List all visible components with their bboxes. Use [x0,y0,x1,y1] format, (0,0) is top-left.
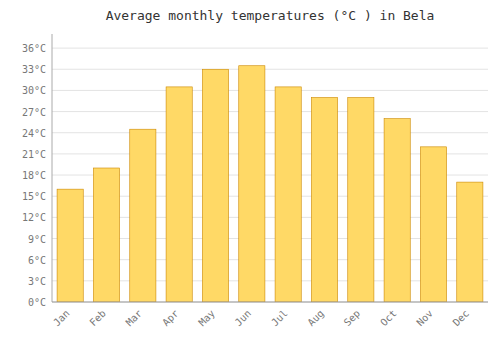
title: Average monthly temperatures (°C ) in Be… [106,8,435,23]
grid-line [52,132,488,133]
y-tick-label: 3°C [28,276,46,287]
bar [384,119,410,302]
y-tick-label: 0°C [28,297,46,308]
y-tick-label: 21°C [22,149,46,160]
y-axis-line [52,34,53,302]
x-axis-line [52,302,488,303]
y-tick-label: 9°C [28,234,46,245]
x-tick-label: Aug [305,308,326,329]
x-tick-label: May [196,308,217,329]
y-tick-label: 24°C [22,128,46,139]
bar [348,97,374,302]
bar [239,66,265,302]
bar [311,97,337,302]
y-tick-label: 15°C [22,191,46,202]
grid-line [52,111,488,112]
bars [57,66,483,302]
y-tick-label: 30°C [22,85,46,96]
bar [57,189,83,302]
y-tick-label: 18°C [22,170,46,181]
grid [52,48,488,302]
y-tick-label: 12°C [22,212,46,223]
chart: Average monthly temperatures (°C ) in Be… [0,0,500,350]
grid-line [52,48,488,49]
grid-line [52,90,488,91]
y-tick-label: 27°C [22,107,46,118]
x-tick-label: Sep [342,308,363,329]
grid-line [52,69,488,70]
bar [130,129,156,302]
x-tick-label: Dec [451,308,472,329]
x-tick-label: Apr [160,308,181,329]
bar [457,182,483,302]
x-tick-label: Oct [378,308,399,329]
bar [275,87,301,302]
y-tick-label: 33°C [22,64,46,75]
bar [420,147,446,302]
y-tick-label: 6°C [28,255,46,266]
x-tick-label: Jan [51,308,72,329]
y-tick-label: 36°C [22,43,46,54]
x-tick-label: Mar [124,308,145,329]
bar [202,69,228,302]
grid-line [52,302,488,303]
bar [166,87,192,302]
x-tick-label: Feb [87,308,108,329]
x-tick-label: Jun [233,308,254,329]
x-tick-label: Nov [414,308,435,329]
bar [93,168,119,302]
x-tick-label: Jul [269,308,290,329]
